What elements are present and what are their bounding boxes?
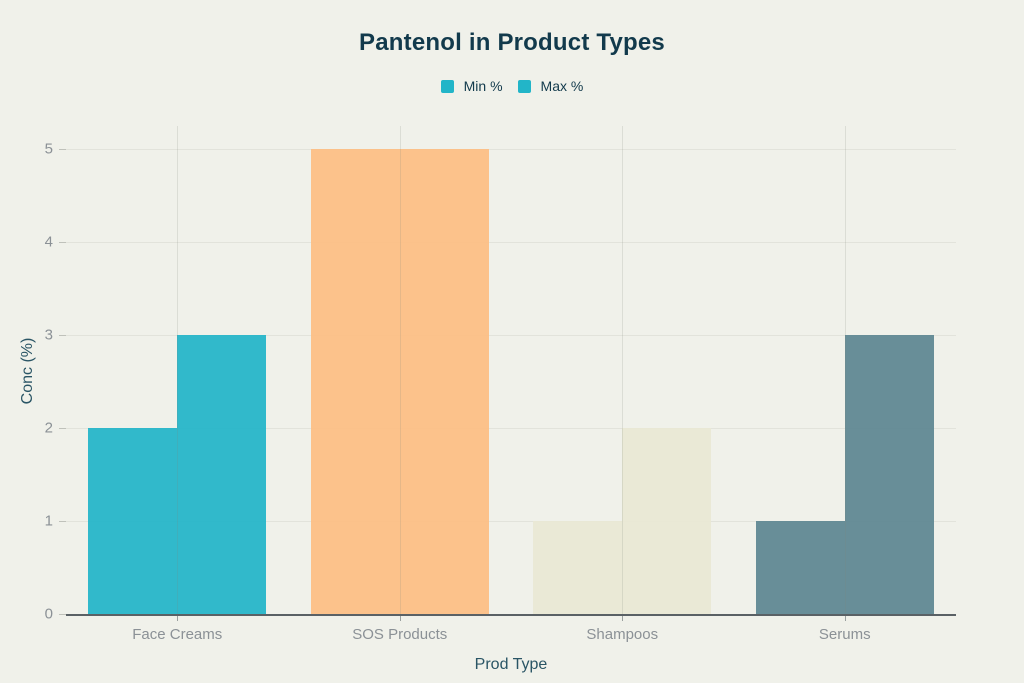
y-axis-title: Conc (%) bbox=[19, 337, 36, 405]
legend-swatch-max-icon bbox=[517, 79, 531, 93]
legend-swatch-min-icon bbox=[440, 79, 454, 93]
y-tick-mark bbox=[59, 335, 66, 337]
y-tick-label: 2 bbox=[44, 419, 53, 437]
y-tick-mark bbox=[59, 428, 66, 430]
bar-max-shampoos[interactable] bbox=[622, 428, 712, 614]
gridline-h bbox=[66, 335, 956, 337]
x-tick-mark bbox=[622, 616, 624, 621]
x-tick-mark bbox=[399, 616, 401, 621]
x-tick-mark bbox=[177, 616, 179, 621]
legend: Min % Max % bbox=[0, 78, 1024, 94]
chart-title: Pantenol in Product Types bbox=[359, 29, 665, 56]
y-tick-label: 1 bbox=[44, 512, 53, 530]
plot-area: 0 1 2 3 4 5 Face Creams SOS Products Shampoos Ser… bbox=[45, 126, 956, 643]
x-tick-label: Shampoos bbox=[586, 626, 659, 643]
y-tick-label: 5 bbox=[44, 140, 53, 158]
gridline-h bbox=[66, 428, 956, 430]
x-tick-label: Serums bbox=[818, 626, 871, 643]
y-tick-label: 3 bbox=[44, 326, 53, 344]
y-tick-mark bbox=[59, 614, 66, 615]
bar-min-face-creams[interactable] bbox=[88, 428, 178, 614]
legend-item-min[interactable]: Min % bbox=[440, 78, 503, 94]
gridline-v bbox=[844, 126, 846, 614]
y-tick-mark bbox=[59, 521, 66, 523]
gridline-v bbox=[622, 126, 624, 614]
bar-max-serums[interactable] bbox=[844, 335, 934, 614]
legend-label-max: Max % bbox=[540, 78, 584, 94]
bar-max-face-creams[interactable] bbox=[177, 335, 267, 614]
bar-min-sos-products[interactable] bbox=[310, 149, 400, 614]
y-tick-mark bbox=[59, 242, 66, 244]
bar-min-serums[interactable] bbox=[755, 521, 845, 614]
legend-item-max[interactable]: Max % bbox=[517, 78, 584, 94]
y-tick-mark bbox=[59, 149, 66, 151]
gridline-v bbox=[399, 126, 401, 614]
x-axis-title: Prod Type bbox=[474, 656, 548, 673]
bar-max-sos-products[interactable] bbox=[399, 149, 489, 614]
x-tick-mark bbox=[844, 616, 846, 621]
legend-label-min: Min % bbox=[463, 78, 503, 94]
x-tick-label: Face Creams bbox=[132, 626, 223, 643]
gridline-h bbox=[66, 149, 956, 151]
y-tick-label: 0 bbox=[44, 605, 53, 623]
y-tick-label: 4 bbox=[44, 233, 53, 251]
gridline-h bbox=[66, 242, 956, 244]
gridline-h bbox=[66, 521, 956, 523]
x-tick-label: SOS Products bbox=[352, 626, 448, 643]
bar-min-shampoos[interactable] bbox=[533, 521, 623, 614]
gridline-v bbox=[177, 126, 179, 614]
